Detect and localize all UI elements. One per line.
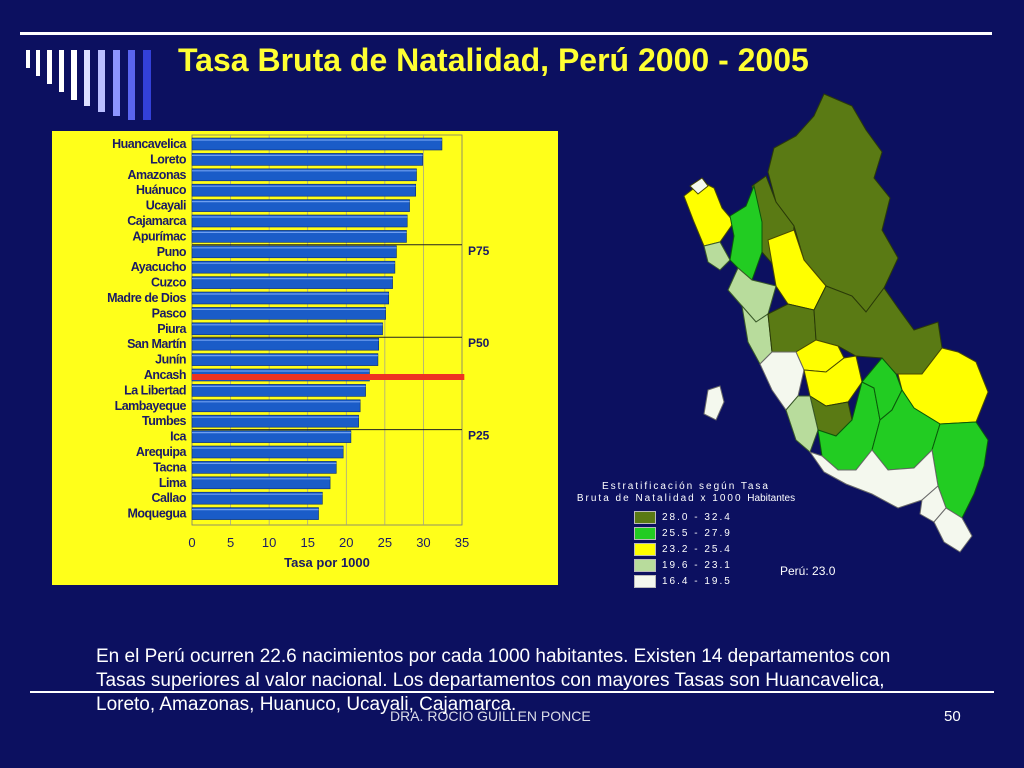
bar (191, 384, 366, 397)
legend-title-line2: Bruta de Natalidad x 1000 Habitantes (560, 493, 812, 505)
map-legend: Estratificación según Tasa Bruta de Nata… (560, 481, 812, 589)
legend-swatch (634, 542, 656, 556)
category-label: Huánuco (136, 183, 187, 197)
category-label: Madre de Dios (107, 291, 186, 305)
bar (191, 461, 337, 474)
x-tick-label: 10 (262, 535, 276, 550)
category-label: Lima (159, 476, 188, 490)
chart-panel: 0 5 10 15 20 25 30 35 Huancavelica Loreto Amazonas… (52, 131, 558, 585)
category-label: Tacna (153, 460, 187, 474)
x-tick-label: 25 (378, 535, 392, 550)
legend-title-text: Bruta de Natalidad x 1000 (576, 493, 743, 504)
bar (191, 322, 383, 336)
bar (191, 214, 408, 228)
peru-national-rate: Perú: 23.0 (780, 564, 836, 578)
bar (191, 307, 386, 320)
x-axis-label: Tasa por 1000 (284, 555, 370, 570)
bar (191, 399, 361, 413)
legend-item: 19.6 - 23.1 (634, 557, 812, 573)
category-label: Huancavelica (112, 137, 187, 151)
frame-bottom-line (30, 691, 994, 693)
bar (191, 507, 319, 520)
bar (191, 291, 390, 305)
frame-top-line (20, 32, 992, 35)
category-label: Ayacucho (131, 260, 187, 274)
slide-title: Tasa Bruta de Natalidad, Perú 2000 - 200… (178, 42, 809, 78)
category-label: Apurímac (132, 229, 186, 243)
x-tick-label: 0 (188, 535, 195, 550)
bar (191, 137, 443, 151)
legend-item: 16.4 - 19.5 (634, 573, 812, 589)
category-label: Tumbes (142, 414, 187, 428)
page-number: 50 (944, 708, 961, 725)
x-tick-label: 35 (455, 535, 469, 550)
legend-title-suffix: Habitantes (747, 493, 796, 504)
bar (191, 183, 417, 197)
legend-label: 25.5 - 27.9 (662, 527, 732, 539)
bar (191, 353, 379, 366)
x-tick-label: 30 (416, 535, 430, 550)
legend-title-line1: Estratificación según Tasa (602, 481, 770, 492)
legend-label: 16.4 - 19.5 (662, 575, 732, 587)
category-label: Moquegua (128, 507, 188, 521)
legend-swatch (634, 510, 656, 524)
bar (191, 260, 396, 274)
bar (191, 276, 393, 289)
legend-item: 23.2 - 25.4 (634, 541, 812, 557)
bar (191, 168, 417, 182)
category-label: Ancash (144, 368, 186, 382)
category-label: Ica (170, 430, 187, 444)
bar (191, 245, 397, 259)
bar (191, 337, 379, 351)
bar (191, 414, 359, 428)
legend-label: 28.0 - 32.4 (662, 511, 732, 523)
category-label: Cuzco (151, 276, 187, 290)
legend-items: 28.0 - 32.4 25.5 - 27.9 23.2 - 25.4 19.6… (634, 509, 812, 589)
footer-author: DRA. ROCIO GUILLEN PONCE (390, 708, 591, 724)
bar (191, 491, 323, 505)
category-label: Pasco (152, 306, 187, 320)
summary-text: En el Perú ocurren 22.6 nacimientos por … (96, 646, 891, 715)
category-label: Arequipa (136, 445, 188, 459)
legend-item: 28.0 - 32.4 (634, 509, 812, 525)
category-label: Puno (157, 245, 187, 259)
legend-swatch (634, 574, 656, 588)
peru-map (683, 93, 989, 553)
category-label: Ucayali (146, 199, 186, 213)
x-tick-label: 15 (300, 535, 314, 550)
category-label: Callao (151, 491, 186, 505)
category-label: Lambayeque (115, 399, 187, 413)
legend-label: 19.6 - 23.1 (662, 559, 732, 571)
category-label: Cajamarca (127, 214, 187, 228)
legend-item: 25.5 - 27.9 (634, 525, 812, 541)
category-label: Loreto (150, 152, 187, 166)
legend-swatch (634, 558, 656, 572)
bar (191, 430, 352, 443)
category-label: Amazonas (127, 168, 186, 182)
percentile-label: P75 (468, 244, 490, 258)
x-tick-label: 5 (227, 535, 234, 550)
legend-swatch (634, 526, 656, 540)
bar (191, 199, 410, 212)
decorative-stripes (26, 50, 151, 120)
x-tick-label: 20 (339, 535, 353, 550)
bar (191, 476, 331, 490)
bar (191, 153, 423, 166)
category-label: Junín (155, 353, 186, 367)
category-label: Piura (157, 322, 187, 336)
category-label: San Martín (127, 337, 186, 351)
percentile-label: P50 (468, 336, 490, 350)
highlight-bar (192, 374, 465, 380)
bar (191, 445, 344, 459)
legend-label: 23.2 - 25.4 (662, 543, 732, 555)
percentile-label: P25 (468, 429, 490, 443)
bar (191, 230, 407, 243)
category-label: La Libertad (124, 383, 186, 397)
